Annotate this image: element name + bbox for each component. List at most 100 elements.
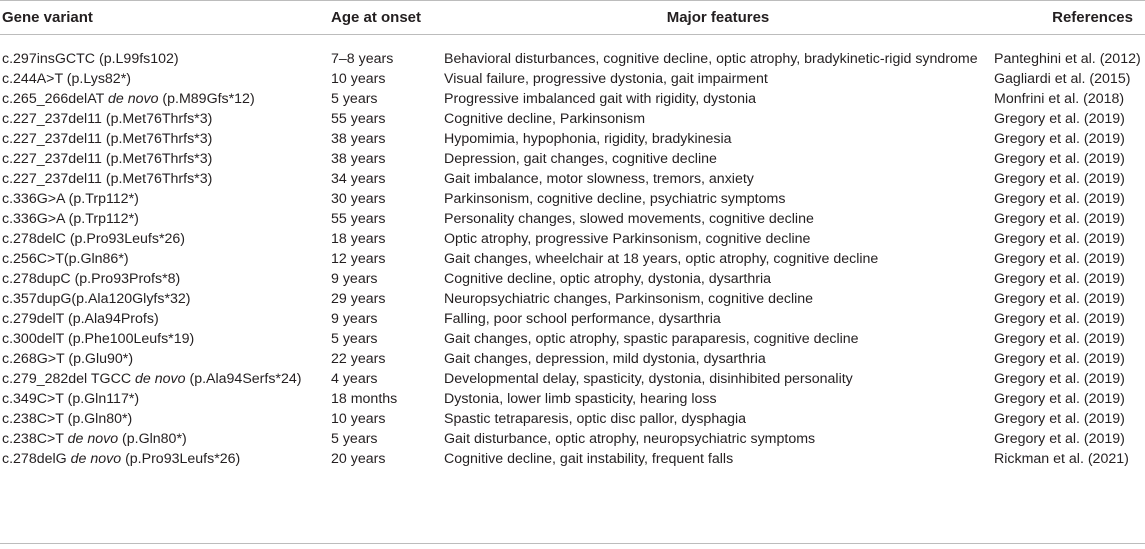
gene-variant-cell: c.244A>T (p.Lys82*) [0,69,331,89]
table-row: c.268G>T (p.Glu90*) 22 years Gait changes,… [0,349,1145,369]
major-features-cell: Gait changes, wheelchair at 18 years, op… [444,251,879,267]
table-row: c.336G>A (p.Trp112*) 30 years Parkinsonism… [0,189,1145,209]
reference-cell: Gregory et al. (2019) [994,191,1125,207]
major-features-cell: Gait changes, optic atrophy, spastic par… [444,331,859,347]
table-row: c.278delG de novo (p.Pro93Leufs*26) 20 ye… [0,449,1145,469]
gene-variant-cell: c.278delC (p.Pro93Leufs*26) [0,229,331,249]
table-row: c.238C>T de novo (p.Gln80*) 5 years Gait d… [0,429,1145,449]
reference-cell: Gregory et al. (2019) [994,391,1125,407]
table-row: c.278dupC (p.Pro93Profs*8) 9 years Cogniti… [0,269,1145,289]
age-at-onset-cell: 55 years [331,111,386,127]
major-features-cell: Falling, poor school performance, dysart… [444,311,721,327]
table-row: c.336G>A (p.Trp112*) 55 years Personality … [0,209,1145,229]
reference-cell: Gregory et al. (2019) [994,251,1125,267]
header-gene-variant: Gene variant [0,0,331,35]
gene-variant-cell: c.227_237del11 (p.Met76Thrfs*3) [0,109,331,129]
major-features-cell: Visual failure, progressive dystonia, ga… [444,71,768,87]
major-features-cell: Spastic tetraparesis, optic disc pallor,… [444,411,747,427]
variant-text: c.357dupG(p.Ala120Glyfs*32) [2,291,191,307]
table-bottom-rule [0,543,1145,544]
age-at-onset-cell: 18 years [331,231,386,247]
major-features-cell: Cognitive decline, Parkinsonism [444,111,646,127]
age-at-onset-cell: 5 years [331,91,378,107]
de-novo-label: de novo [135,371,186,387]
major-features-cell: Progressive imbalanced gait with rigidit… [444,91,757,107]
gene-variant-cell: c.265_266delAT de novo (p.M89Gfs*12) [0,89,331,109]
gene-variant-cell: c.279_282del TGCC de novo (p.Ala94Serfs*… [0,369,331,389]
age-at-onset-cell: 20 years [331,451,386,467]
variant-text: c.336G>A (p.Trp112*) [2,191,139,207]
table-row: c.357dupG(p.Ala120Glyfs*32) 29 years Neuro… [0,289,1145,309]
gene-variant-cell: c.278delG de novo (p.Pro93Leufs*26) [0,449,331,469]
major-features-cell: Personality changes, slowed movements, c… [444,211,814,227]
table-row: c.227_237del11 (p.Met76Thrfs*3) 34 years G… [0,169,1145,189]
reference-cell: Gregory et al. (2019) [994,271,1125,287]
age-at-onset-cell: 9 years [331,271,378,287]
header-major-features: Major features [444,0,992,35]
major-features-cell: Dystonia, lower limb spasticity, hearing… [444,391,717,407]
table-row: c.265_266delAT de novo (p.M89Gfs*12) 5 ye… [0,89,1145,109]
major-features-cell: Cognitive decline, gait instability, fre… [444,451,734,467]
major-features-cell: Neuropsychiatric changes, Parkinsonism, … [444,291,814,307]
age-at-onset-cell: 38 years [331,151,386,167]
age-at-onset-cell: 4 years [331,371,378,387]
gene-variant-cell: c.279delT (p.Ala94Profs) [0,309,331,329]
age-at-onset-cell: 34 years [331,171,386,187]
header-age-at-onset: Age at onset [331,0,444,35]
age-at-onset-cell: 10 years [331,71,386,87]
variant-text: c.227_237del11 (p.Met76Thrfs*3) [2,111,213,127]
header-row: Gene variant Age at onset Major features… [0,0,1145,35]
major-features-cell: Optic atrophy, progressive Parkinsonism,… [444,231,811,247]
table-row: c.349C>T (p.Gln117*) 18 months Dystonia, l… [0,389,1145,409]
variant-text: c.256C>T(p.Gln86*) [2,251,129,267]
variant-text: c.268G>T (p.Glu90*) [2,351,134,367]
protein-change-text: (p.Ala94Serfs*24) [185,371,302,387]
variant-text: c.297insGCTC [2,51,96,67]
de-novo-label: de novo [107,91,159,107]
protein-change-text: (p.M89Gfs*12) [158,91,255,107]
variant-text: c.265_266delAT [2,91,108,107]
reference-cell: Gregory et al. (2019) [994,311,1125,327]
table-row: c.227_237del11 (p.Met76Thrfs*3) 38 years D… [0,149,1145,169]
reference-cell: Gregory et al. (2019) [994,151,1125,167]
protein-change-text: (p.Gln80*) [118,431,187,447]
gene-variant-cell: c.227_237del11 (p.Met76Thrfs*3) [0,149,331,169]
reference-cell: Panteghini et al. (2012) [994,51,1141,67]
variant-text: c.227_237del11 (p.Met76Thrfs*3) [2,171,213,187]
gene-variant-cell: c.357dupG(p.Ala120Glyfs*32) [0,289,331,309]
gene-variant-cell: c.300delT (p.Phe100Leufs*19) [0,329,331,349]
reference-cell: Gregory et al. (2019) [994,171,1125,187]
table-row: c.300delT (p.Phe100Leufs*19) 5 years Gait … [0,329,1145,349]
gene-variant-cell: c.336G>A (p.Trp112*) [0,209,331,229]
gene-variant-cell: c.268G>T (p.Glu90*) [0,349,331,369]
reference-cell: Rickman et al. (2021) [994,451,1129,467]
gene-variant-cell: c.349C>T (p.Gln117*) [0,389,331,409]
gene-variant-cell: c.238C>T de novo (p.Gln80*) [0,429,331,449]
reference-cell: Gagliardi et al. (2015) [994,71,1131,87]
major-features-cell: Hypomimia, hypophonia, rigidity, bradyki… [444,131,732,147]
table-row: c.227_237del11 (p.Met76Thrfs*3) 55 years C… [0,109,1145,129]
table-row: c.279delT (p.Ala94Profs) 9 years Falling, … [0,309,1145,329]
reference-cell: Gregory et al. (2019) [994,331,1125,347]
age-at-onset-cell: 9 years [331,311,378,327]
age-at-onset-cell: 7–8 years [331,51,394,67]
variant-text: c.278delG [2,451,71,467]
age-at-onset-cell: 38 years [331,131,386,147]
age-at-onset-cell: 30 years [331,191,386,207]
protein-change-text: (p.Pro93Leufs*26) [121,451,241,467]
table-row: c.238C>T (p.Gln80*) 10 years Spastic tetra… [0,409,1145,429]
gene-variant-cell: c.278dupC (p.Pro93Profs*8) [0,269,331,289]
gene-variant-cell: c.336G>A (p.Trp112*) [0,189,331,209]
reference-cell: Monfrini et al. (2018) [994,91,1125,107]
table-row: c.256C>T(p.Gln86*) 12 years Gait changes, … [0,249,1145,269]
header-references: References [992,0,1145,35]
major-features-cell: Developmental delay, spasticity, dystoni… [444,371,853,387]
table-row: c.227_237del11 (p.Met76Thrfs*3) 38 years H… [0,129,1145,149]
variant-text: c.227_237del11 (p.Met76Thrfs*3) [2,131,213,147]
variant-text: c.279delT (p.Ala94Profs) [2,311,159,327]
age-at-onset-cell: 5 years [331,431,378,447]
gene-variant-cell: c.227_237del11 (p.Met76Thrfs*3) [0,129,331,149]
reference-cell: Gregory et al. (2019) [994,431,1125,447]
variant-text: c.278delC (p.Pro93Leufs*26) [2,231,185,247]
